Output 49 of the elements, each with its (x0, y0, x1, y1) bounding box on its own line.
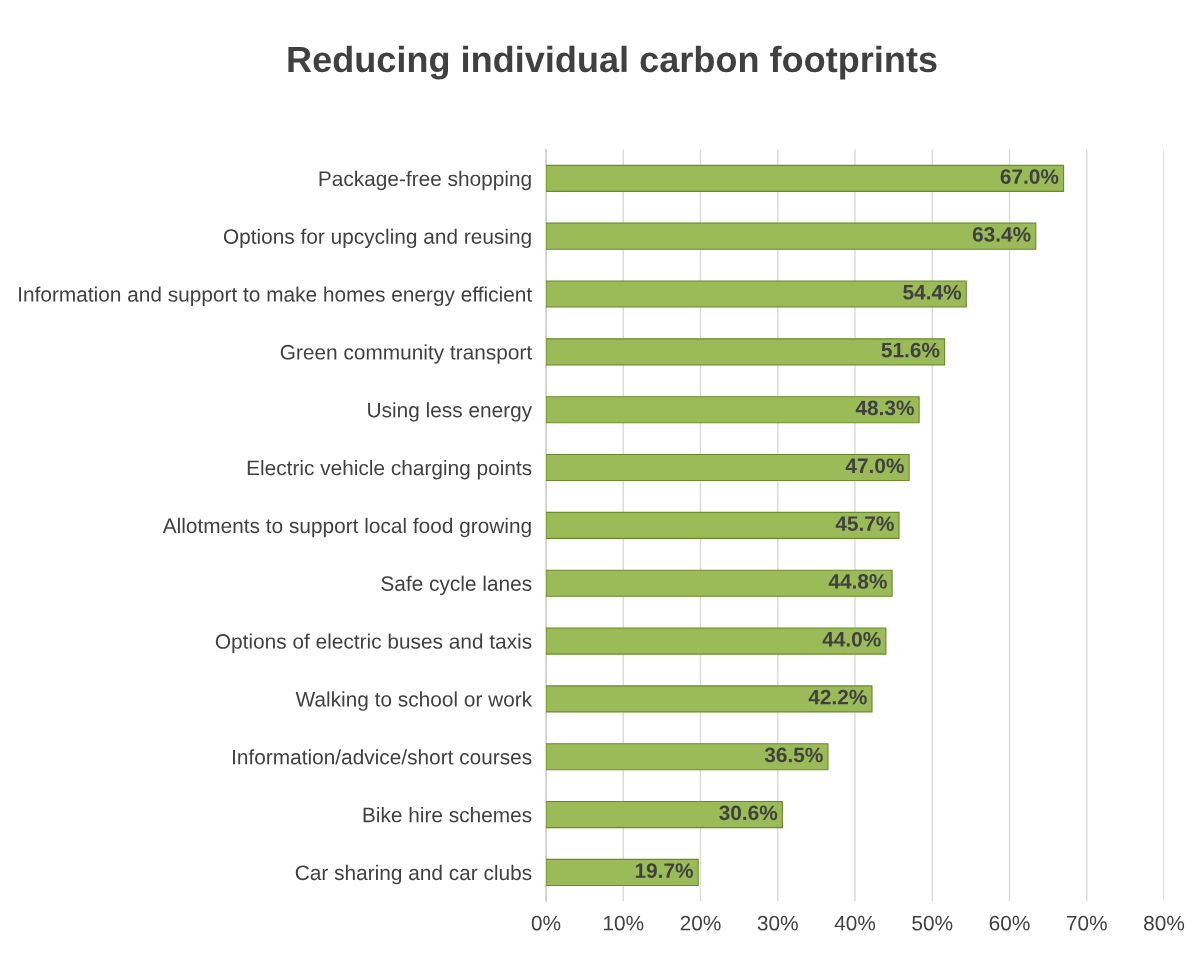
bar (546, 453, 910, 482)
data-label: 30.6% (719, 805, 778, 821)
bar (546, 743, 829, 771)
bar (546, 858, 699, 886)
data-label: 51.6% (881, 342, 940, 358)
bar (546, 511, 900, 539)
data-label: 19.7% (635, 863, 693, 879)
y-tick-label: Bike hire schemes (363, 807, 532, 823)
bar (546, 280, 967, 308)
x-tick-label: 10% (603, 915, 644, 931)
bar (546, 627, 887, 655)
y-tick-label: Walking to school or work (295, 691, 533, 711)
x-tick-label: 80% (1144, 915, 1185, 931)
bar (546, 164, 1065, 192)
chart-title: Reducing individual carbon footprints (288, 45, 937, 80)
x-tick-label: 30% (757, 915, 798, 931)
bar (546, 801, 783, 829)
y-tick-label: Information and support to make homes energy efficient (19, 286, 532, 306)
data-label: 48.3% (855, 400, 914, 416)
bar (546, 396, 920, 424)
bar (546, 222, 1037, 250)
data-label: 44.8% (828, 574, 887, 589)
x-tick-label: 40% (834, 915, 876, 931)
y-tick-label: Electric vehicle charging points (247, 459, 532, 480)
x-tick-label: 20% (680, 915, 721, 931)
y-tick-label: Allotments to support local food growing (162, 517, 531, 538)
data-label: 47.0% (845, 458, 904, 474)
data-label: 63.4% (972, 227, 1031, 242)
data-label: 45.7% (835, 516, 894, 531)
y-tick-label: Safe cycle lanes (381, 575, 532, 596)
data-label: 36.5% (764, 747, 823, 763)
bar (546, 338, 946, 366)
x-tick-label: 60% (989, 915, 1030, 931)
data-label: 44.0% (822, 631, 881, 647)
data-label: 54.4% (903, 284, 962, 300)
data-label: 67.0% (1000, 169, 1059, 184)
y-tick-label: Information/advice/short courses (232, 749, 532, 765)
bar (546, 569, 893, 597)
x-tick-label: 50% (912, 915, 953, 931)
bar (546, 685, 873, 713)
y-tick-label: Green community transport (280, 344, 532, 364)
y-tick-label: Car sharing and car clubs (295, 864, 532, 885)
y-tick-label: Using less energy (368, 402, 533, 422)
y-tick-label: Options for upcycling and reusing (223, 228, 531, 249)
y-tick-label: Options of electric buses and taxis (215, 633, 532, 653)
x-tick-label: 70% (1066, 915, 1107, 931)
x-tick-label: 0% (531, 915, 561, 931)
y-tick-label: Package-free shopping (319, 170, 531, 191)
data-label: 42.2% (808, 689, 867, 705)
